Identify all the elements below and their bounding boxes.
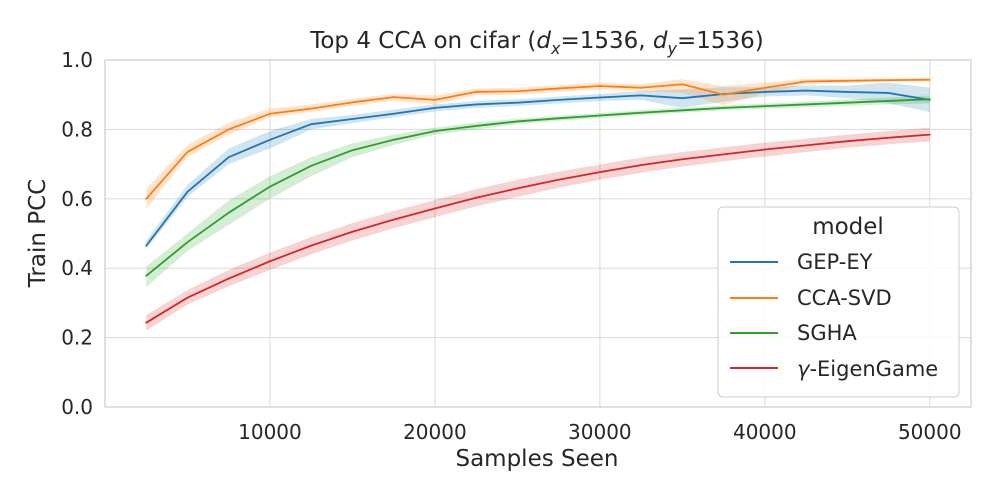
legend-label-eigengame-rest: -EigenGame (809, 357, 938, 381)
title-dx-var: d (536, 28, 551, 54)
legend-label-gep-ey: GEP-EY (797, 250, 873, 274)
band-gep-ey (146, 82, 930, 250)
legend-label-cca-svd: CCA-SVD (797, 286, 892, 310)
y-tick-label: 1.0 (61, 48, 93, 72)
legend-label-sgha: SGHA (797, 321, 857, 345)
y-tick-label: 0.0 (61, 395, 93, 419)
legend-label-eigengame-greek: γ (797, 357, 811, 381)
legend-label-eigengame: γ-EigenGame (797, 357, 938, 381)
y-tick-label: 0.4 (61, 256, 93, 280)
title-dx-val: =1536 (560, 28, 638, 54)
series-line-eigengame (145, 133, 931, 324)
title-close: ) (755, 28, 764, 54)
y-tick-label: 0.2 (61, 326, 93, 350)
title-dx-sub: x (550, 39, 561, 58)
y-axis-ticks: 0.0 0.2 0.4 0.6 0.8 1.0 (61, 48, 93, 419)
x-tick-label: 40000 (733, 420, 797, 444)
plot-frame (104, 59, 972, 408)
x-tick-label: 20000 (403, 420, 467, 444)
legend-box (717, 206, 960, 398)
legend-title: model (812, 214, 884, 240)
series-line-gep-ey (145, 89, 931, 247)
y-tick-label: 0.6 (61, 187, 93, 211)
title-dy-var: d (653, 28, 668, 54)
x-tick-label: 10000 (238, 420, 302, 444)
x-tick-label: 30000 (568, 420, 632, 444)
legend: model GEP-EY CCA-SVD SGHA γ-EigenGame (717, 206, 960, 398)
x-tick-label: 50000 (898, 420, 962, 444)
series-line-sgha (145, 98, 931, 277)
y-tick-label: 0.8 (61, 117, 93, 141)
series-lines (145, 78, 931, 324)
title-prefix: Top 4 CCA on cifar ( (309, 28, 536, 54)
y-axis-label: Train PCC (25, 179, 51, 289)
chart-title: Top 4 CCA on cifar (dx=1536, dy=1536) (309, 28, 764, 58)
title-separator: , (638, 28, 653, 54)
series-line-cca-svd (145, 78, 931, 200)
x-axis-label: Samples Seen (455, 446, 618, 472)
x-axis-ticks: 10000 20000 30000 40000 50000 (238, 420, 961, 444)
confidence-bands (146, 78, 930, 331)
title-dy-sub: y (667, 39, 678, 58)
title-dy-val: =1536 (677, 28, 755, 54)
